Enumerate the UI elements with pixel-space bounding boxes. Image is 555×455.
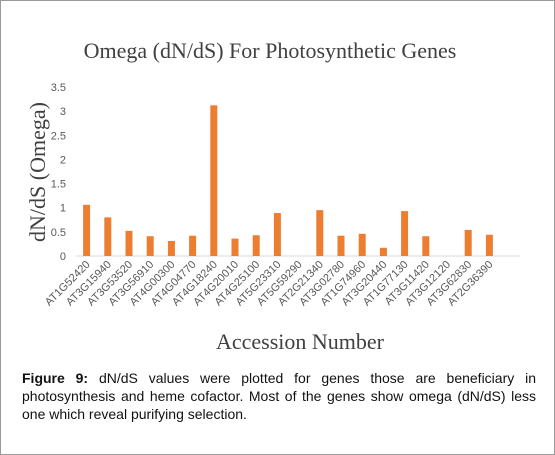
bar — [273, 213, 281, 256]
bar — [104, 217, 112, 256]
bar — [485, 234, 493, 256]
bar — [125, 230, 133, 256]
bar — [337, 235, 345, 256]
x-axis-title: Accession Number — [216, 329, 385, 354]
bar — [231, 238, 239, 256]
y-tick-label: 3 — [60, 106, 66, 118]
figure-caption: Figure 9: dN/dS values were plotted for … — [22, 369, 536, 423]
y-tick-label: 2.5 — [51, 130, 66, 142]
bar — [358, 233, 366, 256]
y-tick-label: 1.5 — [51, 179, 66, 191]
bar — [422, 236, 430, 256]
y-axis-title: dN/dS (Omega) — [25, 102, 50, 242]
y-tick-label: 0 — [60, 251, 66, 263]
y-tick-label: 1 — [60, 203, 66, 215]
bar — [464, 229, 472, 256]
chart-title: Omega (dN/dS) For Photosynthetic Genes — [84, 38, 457, 63]
bar — [210, 105, 218, 256]
caption-label: Figure 9: — [22, 370, 89, 386]
bar — [167, 241, 175, 256]
bar — [401, 211, 409, 256]
bar — [316, 210, 324, 256]
bar — [379, 247, 387, 256]
caption-text: dN/dS values were plotted for genes thos… — [22, 370, 536, 422]
bar — [83, 204, 91, 256]
y-tick-label: 3.5 — [51, 82, 66, 94]
y-tick-label: 0.5 — [51, 227, 66, 239]
y-tick-label: 2 — [60, 154, 66, 166]
chart: Omega (dN/dS) For Photosynthetic Genes d… — [25, 38, 520, 354]
bar — [146, 236, 154, 256]
bar — [189, 235, 197, 256]
bar — [252, 235, 260, 256]
